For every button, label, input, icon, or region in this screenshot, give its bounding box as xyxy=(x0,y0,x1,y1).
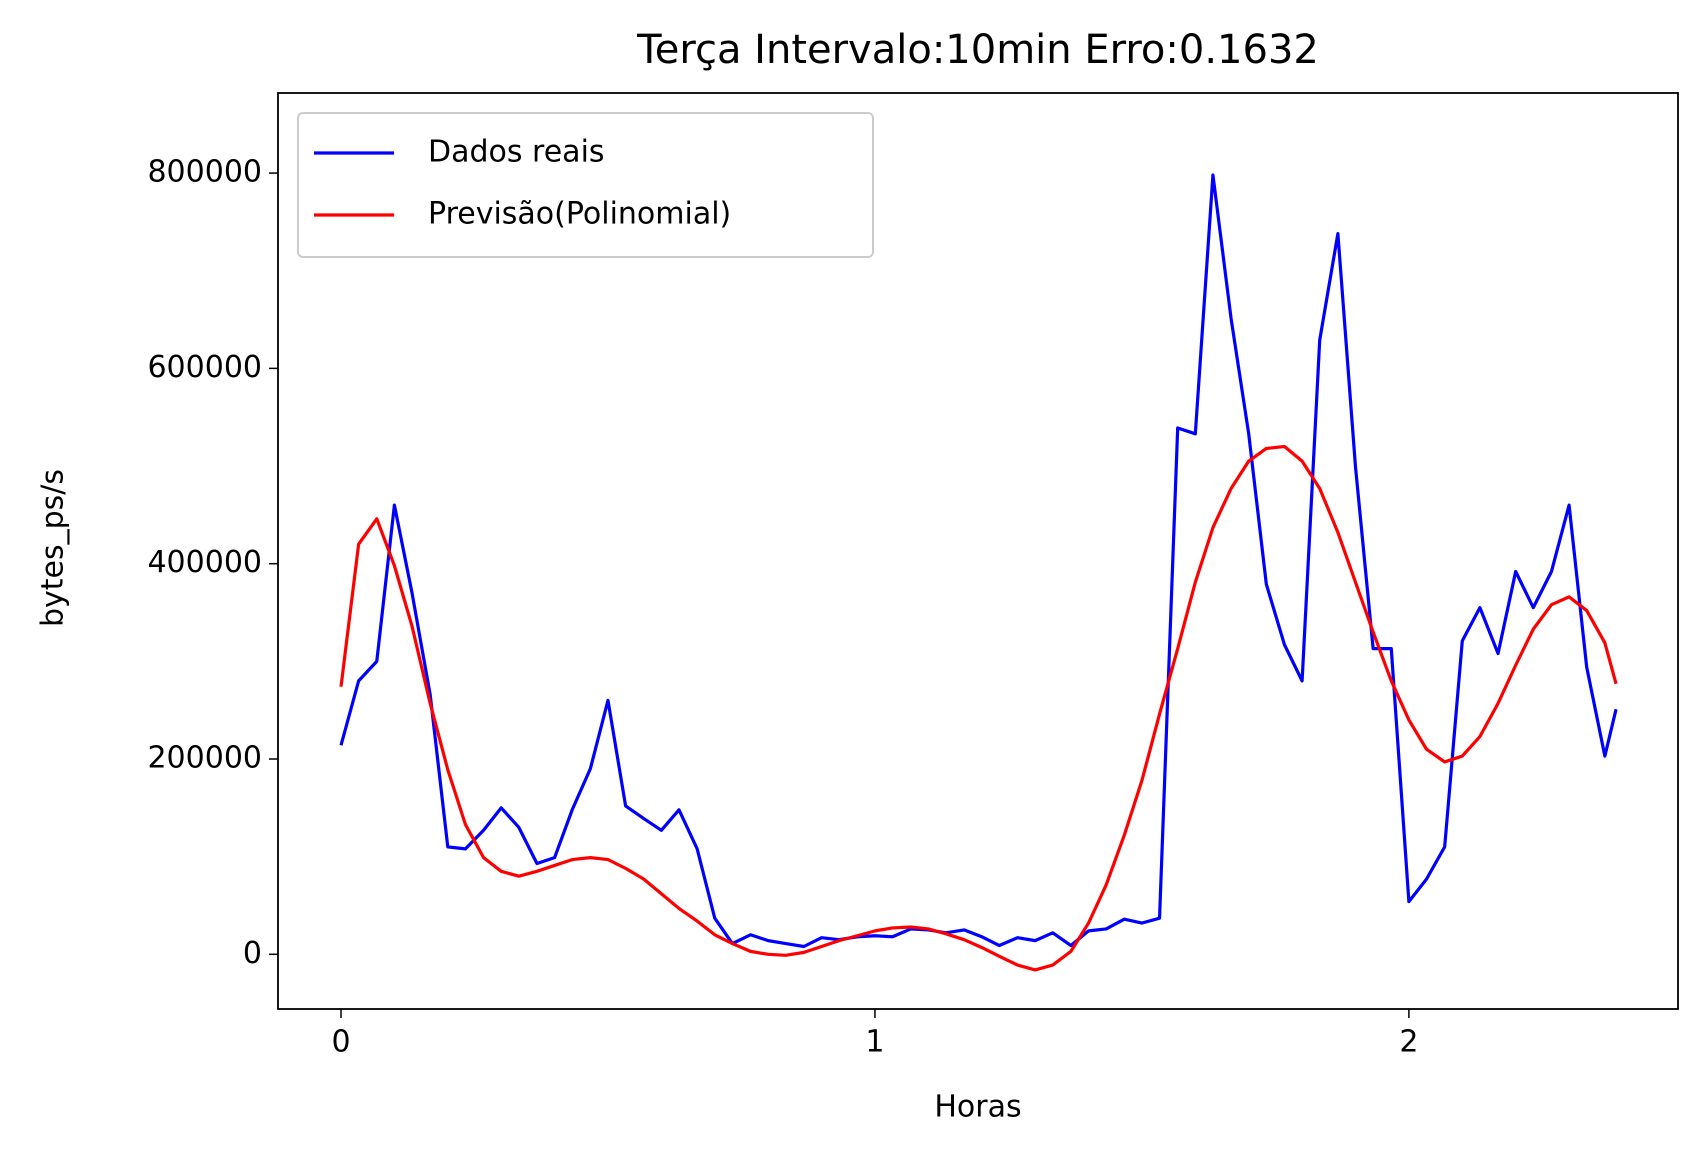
y-tick-label: 0 xyxy=(243,936,262,971)
y-tick-label: 800000 xyxy=(147,155,262,190)
chart-title: Terça Intervalo:10min Erro:0.1632 xyxy=(636,27,1319,73)
y-tick-label: 400000 xyxy=(147,545,262,580)
plot-frame xyxy=(277,92,1679,1010)
series-line xyxy=(339,173,1618,949)
series-line xyxy=(339,444,1618,972)
x-tick-label: 2 xyxy=(1399,1025,1418,1060)
x-axis-label: Horas xyxy=(934,1090,1021,1125)
x-tick-label: 1 xyxy=(865,1025,884,1060)
y-tick-label: 600000 xyxy=(147,350,262,385)
y-axis-label: bytes_ps/s xyxy=(36,469,71,627)
x-tick-label: 0 xyxy=(331,1025,350,1060)
y-tick-label: 200000 xyxy=(147,741,262,776)
legend-label: Dados reais xyxy=(428,135,605,170)
legend-box xyxy=(297,112,874,258)
legend-label: Previsão(Polinomial) xyxy=(428,197,731,232)
